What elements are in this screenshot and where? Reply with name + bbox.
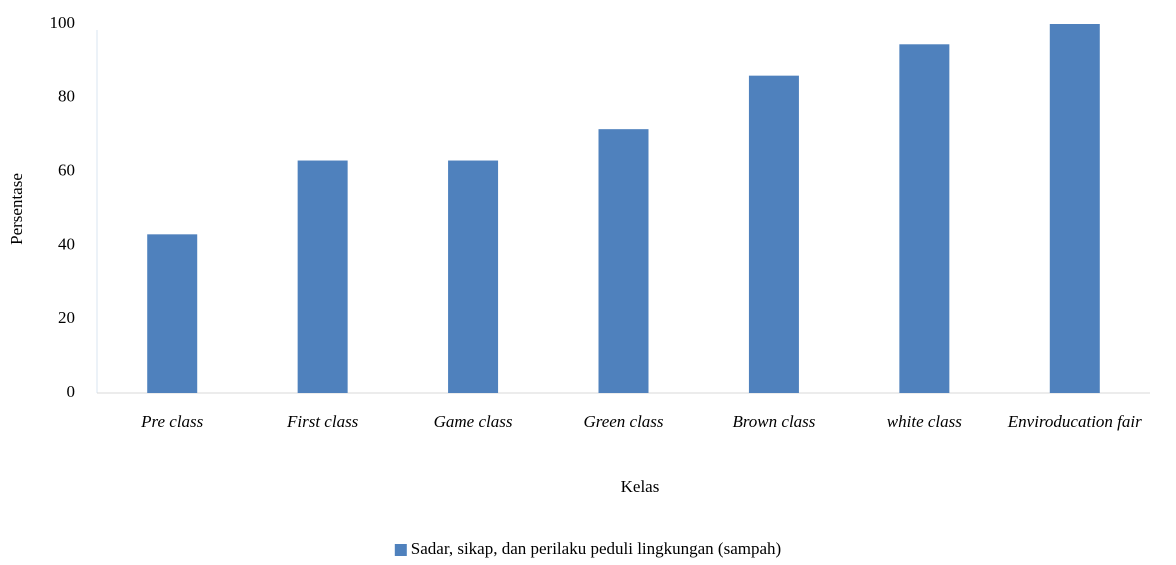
- bar: [1049, 24, 1100, 393]
- bar: [748, 75, 799, 393]
- y-tick-label: 80: [58, 87, 75, 106]
- y-tick-label: 100: [50, 13, 76, 32]
- y-tick-label: 60: [58, 161, 75, 180]
- bar: [598, 129, 649, 394]
- bar: [147, 234, 198, 393]
- bar: [297, 160, 348, 393]
- x-tick-label: Enviroducation fair: [1007, 412, 1142, 431]
- y-axis-title: Persentase: [7, 173, 26, 245]
- legend-label: Sadar, sikap, dan perilaku peduli lingku…: [411, 539, 781, 558]
- legend-swatch: [394, 544, 407, 556]
- x-axis-title: Kelas: [621, 477, 660, 496]
- x-tick-label: Green class: [583, 412, 664, 431]
- x-tick-label: white class: [886, 412, 962, 431]
- x-tick-label: First class: [286, 412, 359, 431]
- x-tick-label: Pre class: [141, 412, 204, 431]
- x-tick-label: Brown class: [732, 412, 816, 431]
- bar: [899, 44, 950, 394]
- y-tick-label: 0: [67, 382, 76, 401]
- y-tick-label: 20: [58, 308, 75, 327]
- y-tick-label: 40: [58, 234, 75, 253]
- x-tick-label: Game class: [433, 412, 513, 431]
- bar: [448, 160, 499, 393]
